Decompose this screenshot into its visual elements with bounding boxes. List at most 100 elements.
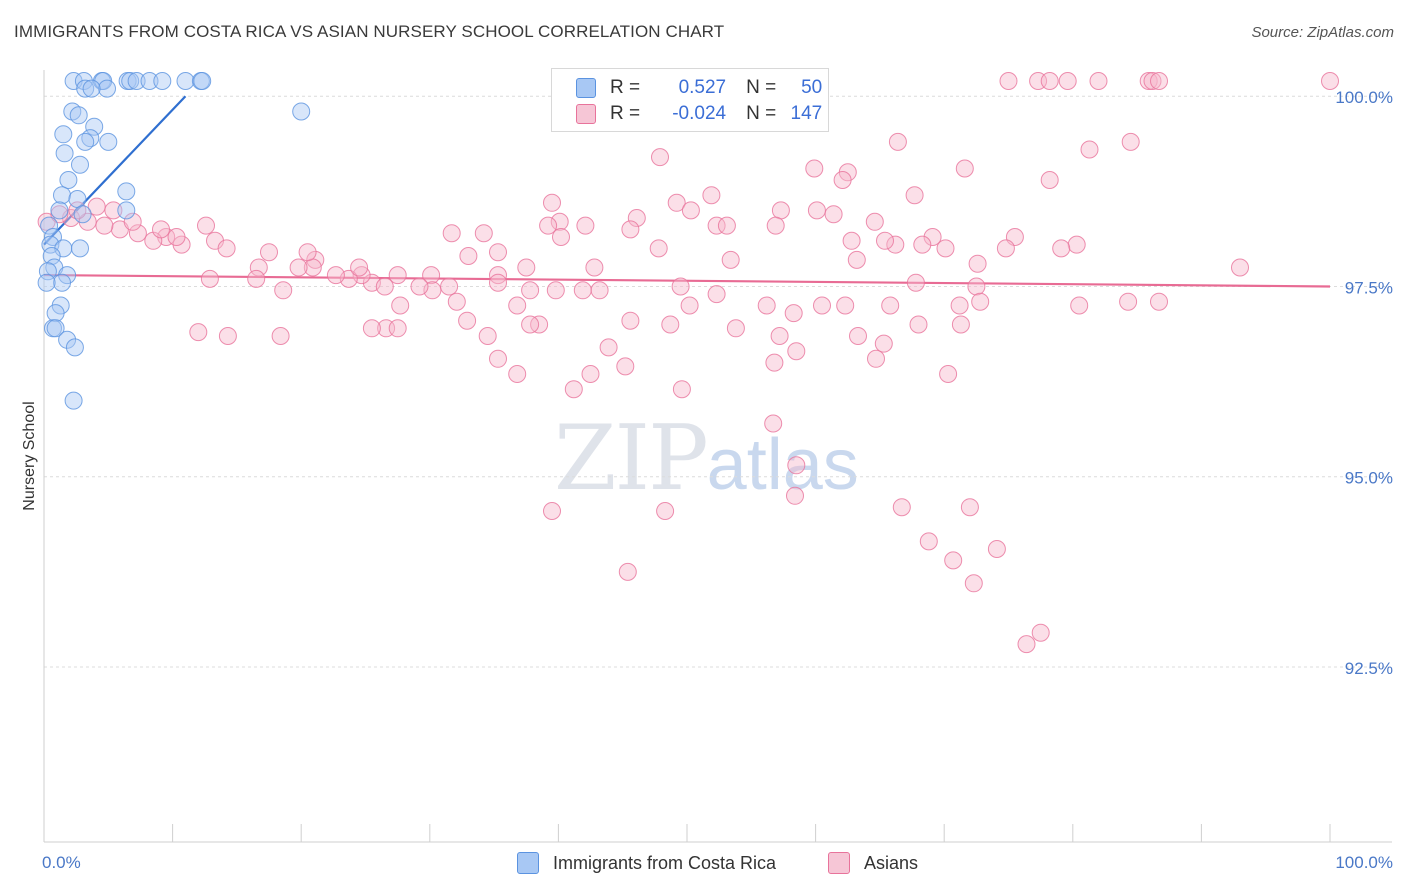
watermark: ZIPatlas — [554, 406, 859, 511]
axis-labels: 100.0% 97.5% 95.0% 92.5% 0.0% 100.0% Nursery S… — [21, 88, 1393, 872]
point-asians — [123, 212, 142, 231]
point-asians — [787, 342, 806, 361]
point-costa-rica — [55, 144, 74, 163]
point-costa-rica — [117, 182, 136, 201]
y-axis-label: Nursery School — [21, 401, 38, 510]
point-asians — [489, 243, 507, 262]
point-asians — [552, 228, 570, 246]
watermark-zip: ZIP — [554, 406, 709, 511]
point-asians — [667, 193, 686, 212]
point-costa-rica — [58, 330, 77, 349]
source-note: Source: ZipAtlas.com — [1251, 24, 1394, 41]
point-asians — [661, 315, 680, 334]
point-asians — [906, 273, 925, 292]
point-asians — [422, 266, 441, 285]
point-costa-rica — [74, 72, 93, 90]
series-legend-item-pink: Asians — [828, 852, 918, 874]
point-asians — [881, 296, 900, 315]
point-asians — [442, 224, 461, 243]
chart-title: IMMIGRANTS FROM COSTA RICA VS ASIAN NURS… — [14, 22, 725, 41]
point-asians — [489, 266, 507, 285]
point-costa-rica — [68, 190, 87, 208]
legend-row-pink: R = -0.024 N = 147 — [576, 101, 822, 127]
point-asians — [546, 281, 565, 300]
point-asians — [950, 296, 969, 315]
point-asians — [784, 304, 803, 323]
point-asians — [971, 292, 990, 311]
correlation-legend: R = 0.527 N = 50 R = -0.024 N = 147 — [551, 68, 829, 132]
point-asians — [152, 220, 170, 239]
point-asians — [167, 228, 186, 246]
point-asians — [521, 281, 540, 300]
legend-n-value: 147 — [790, 103, 823, 124]
point-costa-rica — [69, 106, 88, 125]
point-asians — [939, 365, 958, 383]
point-asians — [905, 186, 924, 205]
point-asians — [458, 311, 477, 330]
point-asians — [271, 327, 290, 345]
point-costa-rica — [82, 79, 101, 98]
series-legend-item-blue: Immigrants from Costa Rica — [517, 852, 776, 874]
point-asians — [590, 281, 609, 300]
point-asians — [326, 266, 345, 285]
point-costa-rica — [73, 205, 92, 224]
point-asians — [1089, 72, 1108, 90]
point-asians — [770, 327, 789, 345]
point-asians — [807, 201, 826, 220]
point-asians — [1040, 72, 1059, 90]
point-asians — [508, 365, 527, 383]
legend-n-label: N = — [746, 103, 777, 124]
point-costa-rica — [38, 262, 57, 281]
legend-swatch-blue — [576, 78, 596, 98]
legend-n-label: N = — [746, 77, 777, 98]
point-asians — [919, 532, 938, 551]
point-asians — [717, 216, 736, 235]
point-asians — [651, 148, 669, 167]
point-asians — [189, 323, 208, 342]
point-costa-rica — [76, 132, 95, 151]
point-asians — [964, 574, 983, 593]
legend-n-value: 50 — [801, 77, 823, 98]
point-asians — [867, 349, 885, 368]
point-asians — [847, 250, 866, 269]
point-asians — [388, 319, 407, 338]
point-asians — [996, 239, 1015, 258]
series-label-blue: Immigrants from Costa Rica — [553, 852, 777, 873]
point-asians — [440, 277, 459, 296]
point-asians — [581, 365, 600, 383]
point-costa-rica — [54, 125, 73, 144]
point-asians — [1119, 292, 1138, 311]
point-asians — [909, 315, 928, 334]
point-costa-rica — [76, 79, 95, 98]
point-asians — [391, 296, 410, 315]
point-asians — [95, 216, 114, 235]
point-asians — [218, 327, 237, 345]
point-asians — [1150, 72, 1168, 90]
point-costa-rica — [121, 72, 140, 90]
point-costa-rica — [176, 72, 195, 90]
point-asians — [478, 327, 497, 345]
point-asians — [489, 273, 507, 292]
point-asians — [447, 292, 466, 311]
point-asians — [576, 216, 595, 235]
series-label-pink: Asians — [864, 852, 919, 873]
axes — [43, 70, 1392, 843]
point-asians — [923, 228, 942, 246]
point-asians — [836, 296, 855, 315]
point-asians — [672, 380, 691, 399]
point-asians — [649, 239, 668, 258]
point-asians — [249, 258, 268, 277]
point-asians — [765, 353, 784, 372]
point-asians — [833, 171, 852, 189]
point-asians — [842, 231, 861, 250]
point-asians — [521, 315, 540, 334]
point-asians — [298, 243, 317, 262]
point-asians — [550, 212, 569, 231]
point-asians — [707, 285, 726, 304]
y-tick-label: 95.0% — [1345, 469, 1393, 488]
point-asians — [849, 327, 867, 345]
point-costa-rica — [85, 117, 104, 136]
point-asians — [375, 277, 394, 296]
point-asians — [197, 216, 215, 235]
point-asians — [621, 311, 640, 330]
